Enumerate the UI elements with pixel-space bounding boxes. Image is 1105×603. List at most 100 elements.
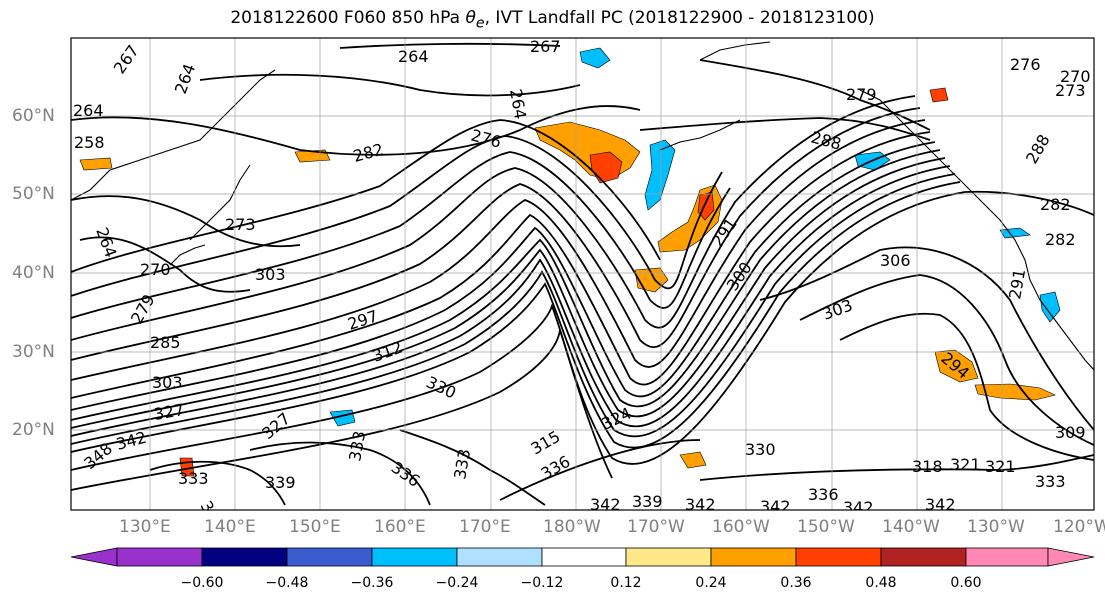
colorbar-segment xyxy=(456,547,543,567)
contour-line xyxy=(71,131,931,399)
contour-label: 270 xyxy=(1060,67,1091,86)
contour-label: 333 xyxy=(178,469,209,488)
contour-line xyxy=(71,107,921,361)
longitude-label: 170°E xyxy=(459,517,511,537)
shade-patch xyxy=(929,87,949,103)
contour-line xyxy=(79,236,251,293)
contour-label: 279 xyxy=(846,85,877,104)
contour-label: 285 xyxy=(150,333,181,352)
coastline xyxy=(1029,279,1094,371)
colorbar-tick-label: 0.24 xyxy=(695,575,727,591)
theta-symbol: θ xyxy=(465,8,476,28)
longitude-label: 160°W xyxy=(712,517,770,537)
colorbar-tick-label: −0.24 xyxy=(435,575,479,591)
colorbar-segment xyxy=(625,547,712,567)
contour-line xyxy=(839,312,1094,461)
colorbar-segment xyxy=(371,547,458,567)
colorbar-segment xyxy=(1047,547,1095,567)
shade-patch xyxy=(644,139,676,211)
contour-label: 342 xyxy=(685,495,716,514)
latitude-label: 20°N xyxy=(12,420,55,440)
contour-label: 306 xyxy=(880,251,911,270)
shade-patch xyxy=(974,383,1056,401)
contour-label: 321 xyxy=(985,457,1016,476)
colorbar-tick-label: 0.12 xyxy=(610,575,642,591)
contour-label: 267 xyxy=(530,37,561,56)
latitude-label: 40°N xyxy=(12,263,55,283)
graticule xyxy=(71,38,1094,510)
contour-label: 342 xyxy=(760,497,791,516)
title-prefix: 2018122600 F060 850 hPa xyxy=(230,8,466,28)
contour-line xyxy=(71,141,936,411)
contour-line xyxy=(399,429,546,506)
colorbar-segment xyxy=(880,547,967,567)
contour-line xyxy=(71,190,1094,471)
shade-patch xyxy=(79,157,113,171)
coastline xyxy=(699,41,771,61)
figure-title: 2018122600 F060 850 hPa θe, IVT Landfall… xyxy=(0,8,1105,31)
longitude-label: 180°W xyxy=(543,517,601,537)
colorbar-tick-label: −0.36 xyxy=(350,575,394,591)
contour-line xyxy=(71,119,926,381)
contour-line xyxy=(71,195,301,248)
colorbar-segment xyxy=(795,547,882,567)
shade-patch xyxy=(934,349,979,383)
contour-label: 264 xyxy=(73,101,104,120)
longitude-label: 160°E xyxy=(374,517,426,537)
contour-line xyxy=(339,42,561,49)
coastline-layer xyxy=(71,41,1094,371)
contour-label: 342 xyxy=(843,498,874,517)
contour-label: 282 xyxy=(1045,230,1076,249)
contour-line xyxy=(71,149,941,421)
contour-label: 339 xyxy=(632,492,663,511)
colorbar-tick-label: 0.36 xyxy=(780,575,812,591)
contour-label: 270 xyxy=(140,260,171,279)
colorbar-tick-label: 0.48 xyxy=(865,575,897,591)
contour-label: 309 xyxy=(1055,423,1086,442)
contour-label: 282 xyxy=(1040,195,1071,214)
coastline xyxy=(859,89,1031,281)
shade-patch xyxy=(1039,291,1061,323)
contour-layer xyxy=(71,42,1094,506)
latitude-label: 60°N xyxy=(12,106,55,126)
contour-line xyxy=(71,165,951,437)
longitude-label: 150°E xyxy=(289,517,341,537)
contour-label: 303 xyxy=(255,265,286,284)
coastline xyxy=(189,164,251,241)
contour-label: 330 xyxy=(745,440,776,459)
coastline xyxy=(169,244,206,266)
contour-line xyxy=(249,441,431,506)
contour-label: 321 xyxy=(950,455,981,474)
contour-label: 333 xyxy=(1035,472,1066,491)
contour-label: 342 xyxy=(925,495,956,514)
longitude-label: 140°W xyxy=(882,517,940,537)
contour-label: 258 xyxy=(74,133,105,152)
contour-label: 339 xyxy=(265,473,296,492)
contour-label: 273 xyxy=(225,215,256,234)
theta-subscript: e xyxy=(475,15,485,32)
longitude-label: 150°W xyxy=(797,517,855,537)
colorbar xyxy=(70,547,1095,567)
colorbar-segment xyxy=(201,547,288,567)
title-suffix: , IVT Landfall PC (2018122900 - 20181231… xyxy=(484,8,875,28)
colorbar-tick-label: 0.60 xyxy=(950,575,982,591)
colorbar-segment xyxy=(710,547,797,567)
contour-line xyxy=(71,151,731,319)
longitude-label: 140°E xyxy=(204,517,256,537)
contour-label: 318 xyxy=(912,457,943,476)
colorbar-segment xyxy=(116,547,203,567)
contour-label: 276 xyxy=(1010,55,1041,74)
shade-patch xyxy=(679,451,707,469)
colorbar-segment xyxy=(286,547,373,567)
contour-line xyxy=(71,173,956,445)
colorbar-segment xyxy=(70,547,118,567)
shade-patch xyxy=(579,47,611,69)
contour-line xyxy=(71,105,641,156)
colorbar-tick-label: −0.12 xyxy=(520,575,564,591)
latitude-label: 30°N xyxy=(12,342,55,362)
contour-label: 273 xyxy=(1055,81,1086,100)
longitude-label: 130°E xyxy=(119,517,171,537)
contour-line xyxy=(149,460,286,506)
colorbar-tick-label: −0.60 xyxy=(180,575,224,591)
